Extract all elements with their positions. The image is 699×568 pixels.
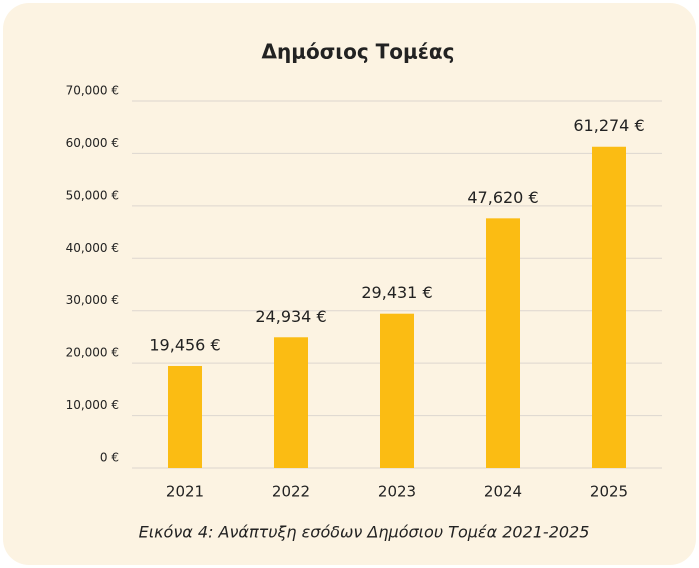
y-tick-label: 30,000 € xyxy=(66,293,119,307)
y-tick-label: 20,000 € xyxy=(66,346,119,360)
y-tick-label: 70,000 € xyxy=(66,84,119,98)
bar xyxy=(486,218,520,468)
value-label: 24,934 € xyxy=(255,307,326,326)
value-label: 29,431 € xyxy=(361,283,432,302)
bar xyxy=(592,146,626,468)
value-label: 19,456 € xyxy=(149,335,220,354)
bar xyxy=(168,365,202,468)
y-tick-label: 50,000 € xyxy=(66,188,119,202)
bar xyxy=(274,337,308,468)
caption: Εικόνα 4: Ανάπτυξη εσόδων Δημόσιου Τομέα… xyxy=(139,523,590,542)
x-tick-label: 2025 xyxy=(590,483,628,501)
x-tick-label: 2021 xyxy=(166,483,204,501)
y-tick-label: 10,000 € xyxy=(66,398,119,412)
y-tick-label: 60,000 € xyxy=(66,136,119,150)
y-tick-label: 0 € xyxy=(100,451,119,465)
chart-title: Δημόσιος Τομέας xyxy=(262,40,455,64)
bar xyxy=(380,313,414,468)
value-label: 47,620 € xyxy=(467,188,538,207)
y-tick-label: 40,000 € xyxy=(66,241,119,255)
x-tick-label: 2022 xyxy=(272,483,310,501)
x-tick-label: 2024 xyxy=(484,483,522,501)
value-label: 61,274 € xyxy=(573,116,644,135)
x-tick-label: 2023 xyxy=(378,483,416,501)
